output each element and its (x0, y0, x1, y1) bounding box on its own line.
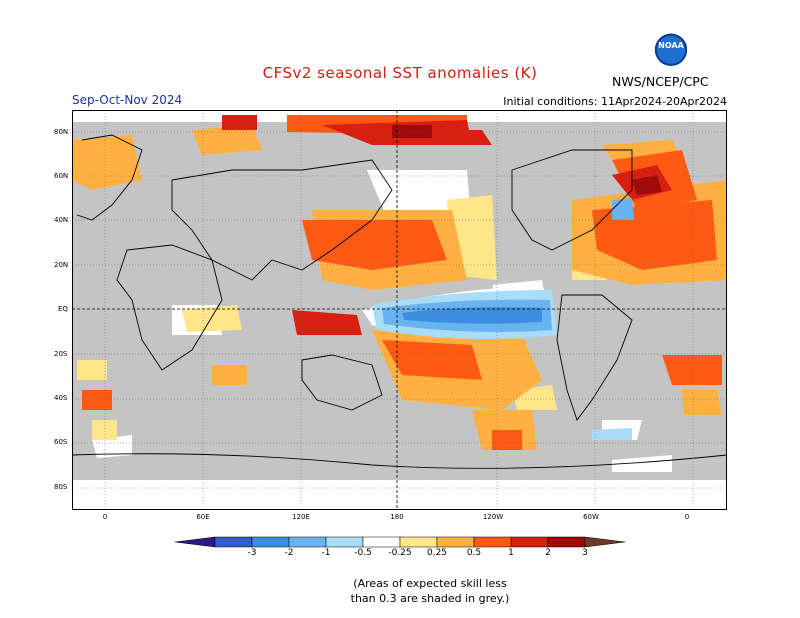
logo-icon (653, 30, 689, 66)
lon-label-0-right: 0 (684, 513, 690, 521)
colorbar-tick-label: 0.5 (466, 548, 482, 558)
lat-label-40n: 40N (54, 216, 69, 224)
skill-note: (Areas of expected skill less than 0.3 a… (0, 576, 800, 606)
lat-label-20s: 20S (54, 350, 68, 358)
lat-label-eq: EQ (58, 305, 68, 313)
colorbar-swatch (436, 536, 475, 548)
lat-label-80s: 80S (54, 483, 68, 491)
lat-label-60n: 60N (54, 172, 69, 180)
colorbar-tick-label: 0.25 (426, 548, 448, 558)
colorbar-swatch (510, 536, 549, 548)
initial-conditions-label: Initial conditions: 11Apr2024-20Apr2024 (503, 95, 727, 108)
lat-label-40s: 40S (54, 394, 68, 402)
skill-note-line-1: (Areas of expected skill less (353, 577, 507, 590)
anomaly-gt3-layer (392, 125, 662, 195)
season-label: Sep-Oct-Nov 2024 (72, 93, 183, 107)
logo-text: NOAA (658, 41, 684, 50)
coastline-layer (72, 134, 727, 469)
map-title: CFSv2 seasonal SST anomalies (K) (262, 64, 538, 82)
colorbar-tick-label: 2 (545, 548, 551, 558)
colorbar-arrow-high (584, 536, 625, 548)
colorbar-swatch (547, 536, 586, 548)
lon-label-60e: 60E (196, 513, 210, 521)
colorbar-tick-label: 1 (508, 548, 514, 558)
colorbar-arrow-low (175, 536, 216, 548)
lat-label-80n: 80N (54, 128, 69, 136)
lat-label-20n: 20N (54, 261, 69, 269)
colorbar-swatch (399, 536, 438, 548)
lon-label-60w: 60W (583, 513, 599, 521)
colorbar-swatch (362, 536, 401, 548)
colorbar-tick-label: -0.25 (388, 548, 412, 558)
lon-label-120w: 120W (482, 513, 504, 521)
colorbar (175, 536, 625, 548)
lon-label-180: 180 (390, 513, 404, 521)
agency-label: NWS/NCEP/CPC (612, 74, 709, 89)
colorbar-tick-label: 3 (582, 548, 588, 558)
sst-anomaly-map (72, 110, 727, 510)
colorbar-tick-label: -3 (247, 548, 257, 558)
colorbar-swatch (288, 536, 327, 548)
skill-note-line-2: than 0.3 are shaded in grey.) (350, 592, 510, 605)
colorbar-swatch (214, 536, 253, 548)
anomaly-neg1-neg2-layer (402, 307, 542, 324)
colorbar-tick-label: -2 (284, 548, 294, 558)
colorbar-tick-label: -1 (321, 548, 331, 558)
graticule (72, 110, 727, 510)
colorbar-swatch (473, 536, 512, 548)
colorbar-tick-label: -0.5 (354, 548, 372, 558)
lon-label-120e: 120E (292, 513, 310, 521)
lon-label-0: 0 (102, 513, 108, 521)
map-border (72, 110, 727, 510)
lat-label-60s: 60S (54, 438, 68, 446)
colorbar-swatch (251, 536, 290, 548)
colorbar-swatch (325, 536, 364, 548)
